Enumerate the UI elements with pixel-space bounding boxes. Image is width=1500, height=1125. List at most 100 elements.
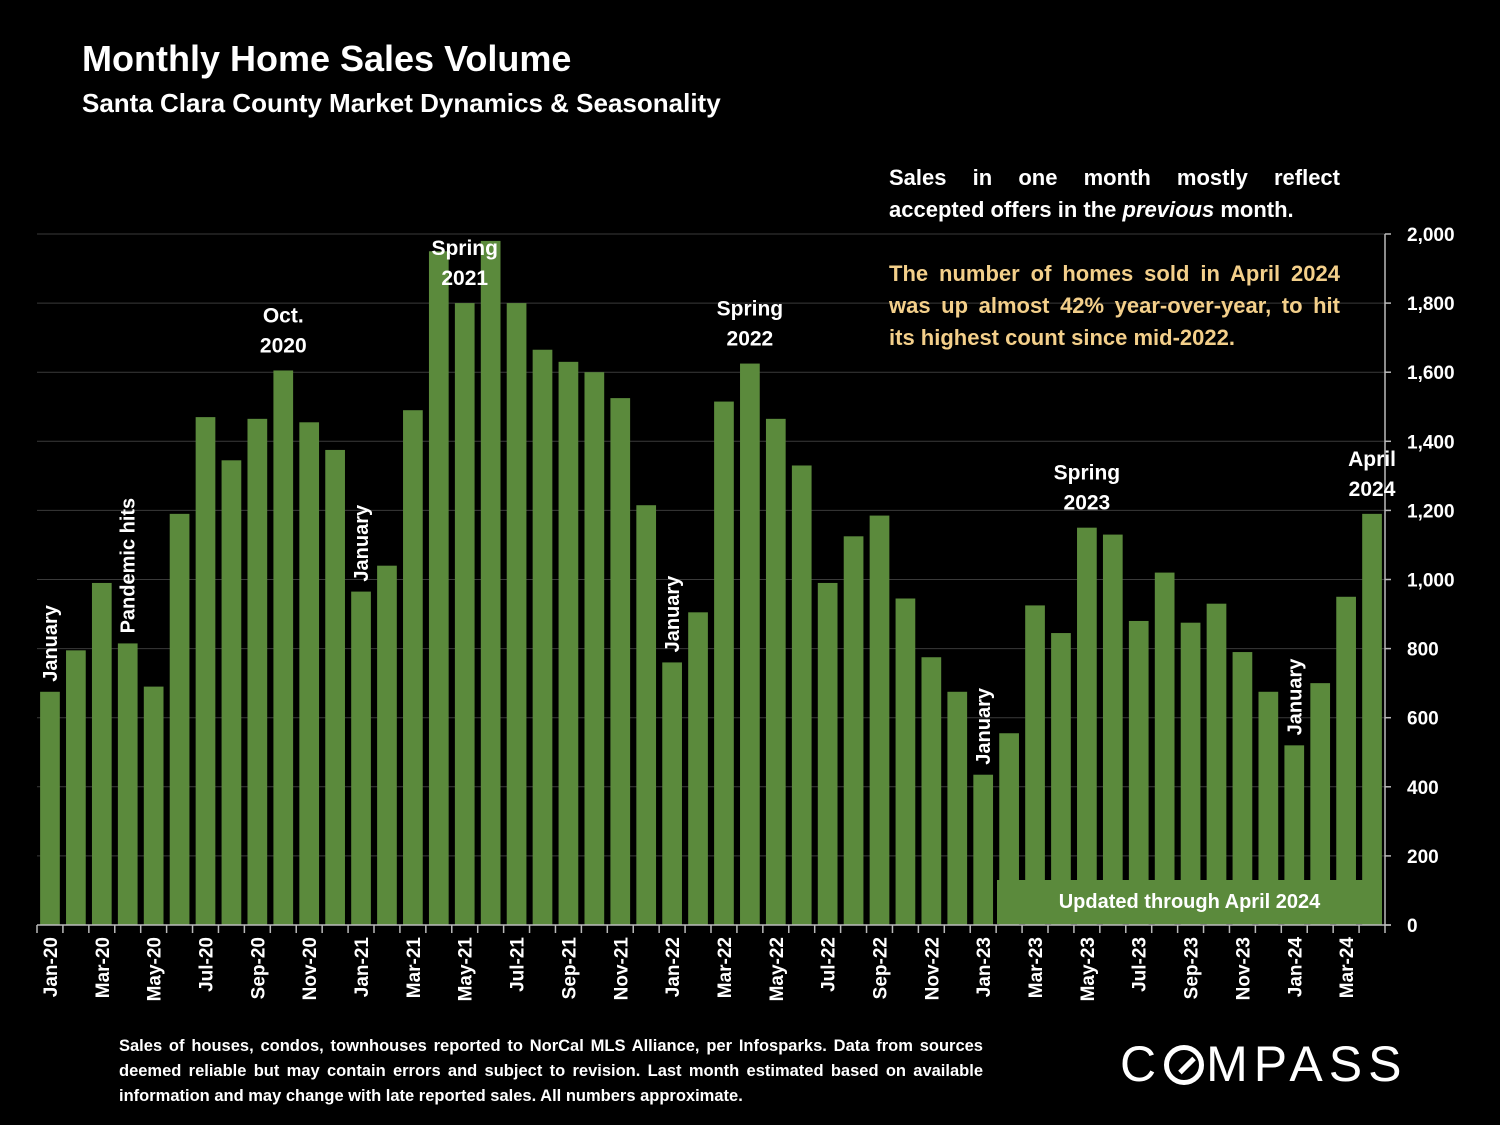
y-tick-label: 2,000 xyxy=(1407,225,1455,246)
y-tick-label: 1,400 xyxy=(1407,432,1455,453)
bar xyxy=(843,536,864,925)
bar xyxy=(506,303,527,926)
chart-subtitle: Santa Clara County Market Dynamics & Sea… xyxy=(82,88,721,118)
x-tick-label: Mar-22 xyxy=(715,937,736,998)
bar xyxy=(1051,633,1071,925)
x-tick-label: Jan-21 xyxy=(352,937,373,998)
y-tick-label: 800 xyxy=(1407,640,1439,661)
x-tick-label: Jul-21 xyxy=(508,937,529,992)
bar xyxy=(532,349,553,925)
y-tick-label: 1,000 xyxy=(1407,571,1455,592)
bar xyxy=(973,774,994,925)
bar xyxy=(895,598,916,925)
annotation-label: Spring xyxy=(717,298,784,321)
x-tick-label: Mar-20 xyxy=(93,937,114,998)
bar xyxy=(247,418,268,925)
annotation-label: April xyxy=(1348,448,1396,471)
bar xyxy=(273,370,294,925)
note1-text-post: month. xyxy=(1214,197,1294,222)
bar xyxy=(869,515,890,925)
x-tick-label: Jul-20 xyxy=(197,937,218,992)
source-footnote: Sales of houses, condos, townhouses repo… xyxy=(119,1037,983,1105)
bar xyxy=(480,240,501,925)
x-tick-label: Nov-23 xyxy=(1233,937,1254,1000)
x-tick-label: Mar-24 xyxy=(1337,937,1358,999)
bar xyxy=(351,591,371,925)
x-tick-label: Jul-22 xyxy=(819,937,840,992)
updated-through-badge: Updated through April 2024 xyxy=(997,880,1382,924)
x-tick-label: Sep-23 xyxy=(1182,937,1203,999)
x-tick-label: Mar-21 xyxy=(404,937,425,999)
x-tick-label: Jan-24 xyxy=(1285,937,1306,998)
bar xyxy=(791,465,812,925)
bar xyxy=(765,418,786,925)
annotation-label: 2020 xyxy=(260,334,307,357)
bar xyxy=(325,449,345,925)
y-axis-tick-labels: 0 200 400 600 800 1,000 1,200 1,400 1,600 1,800 2,… xyxy=(1407,225,1455,937)
bar xyxy=(1180,622,1201,925)
x-tick-label: Jan-20 xyxy=(41,937,62,997)
y-tick-label: 1,600 xyxy=(1407,363,1455,384)
bar xyxy=(1310,683,1331,925)
x-tick-label: Nov-20 xyxy=(300,937,321,1000)
bar xyxy=(1077,527,1097,925)
bar xyxy=(66,650,86,925)
annotation-label: January xyxy=(40,604,62,682)
x-axis-tick-labels: Jan-20 Mar-20 May-20 Jul-20 Sep-20 Nov-20 Jan-… xyxy=(41,937,1358,1002)
chart-annotations: January Pandemic hits Oct. 2020 January Sprin… xyxy=(40,237,1396,765)
bar xyxy=(610,398,631,925)
axes xyxy=(36,233,1391,933)
bar xyxy=(403,410,423,926)
bar xyxy=(454,303,475,926)
y-tick-label: 400 xyxy=(1407,778,1439,799)
x-tick-label: May-22 xyxy=(767,937,788,1001)
bar xyxy=(91,582,112,925)
bar xyxy=(1025,605,1045,925)
x-tick-label: Nov-22 xyxy=(922,937,943,1000)
x-tick-label: Sep-20 xyxy=(248,937,269,999)
bar xyxy=(195,417,216,925)
bar xyxy=(1154,572,1175,925)
bar xyxy=(1128,620,1149,925)
bar xyxy=(169,513,190,925)
y-tick-label: 1,800 xyxy=(1407,294,1455,315)
bar xyxy=(428,251,449,925)
bar xyxy=(636,505,657,925)
note1-text-pre: Sales in one month mostly reflect accept… xyxy=(889,165,1340,222)
x-tick-label: Jul-23 xyxy=(1130,937,1151,992)
y-tick-label: 600 xyxy=(1407,709,1439,730)
x-tick-label: Sep-22 xyxy=(871,937,892,999)
x-tick-label: May-23 xyxy=(1078,937,1099,1001)
x-tick-label: Sep-21 xyxy=(559,937,580,1000)
annotation-label: Spring xyxy=(431,237,498,260)
annotation-label: 2024 xyxy=(1349,478,1396,501)
bar xyxy=(1336,596,1356,925)
x-tick-label: May-21 xyxy=(456,937,477,1002)
annotation-label: 2021 xyxy=(441,267,488,290)
bar xyxy=(143,686,164,925)
bar xyxy=(662,662,682,925)
bar xyxy=(117,643,138,925)
bar xyxy=(1362,513,1382,925)
bar xyxy=(1232,652,1253,925)
x-tick-label: Jan-23 xyxy=(974,937,995,997)
x-tick-label: Jan-22 xyxy=(663,937,684,997)
y-tick-label: 200 xyxy=(1407,847,1439,868)
bar xyxy=(714,401,734,925)
logo-compass-o-icon xyxy=(1164,1045,1205,1085)
annotation-label: Pandemic hits xyxy=(118,498,140,634)
bar xyxy=(1258,691,1279,925)
bar xyxy=(584,372,605,925)
annotation-label: Spring xyxy=(1054,462,1121,485)
logo-text-start: C xyxy=(1120,1036,1163,1092)
bar-series xyxy=(40,240,1382,926)
chart-title: Monthly Home Sales Volume xyxy=(82,38,572,79)
annotation-label: January xyxy=(662,575,684,653)
bar xyxy=(558,361,579,926)
x-tick-label: Nov-21 xyxy=(611,937,632,1001)
note-previous-month: Sales in one month mostly reflect accept… xyxy=(889,162,1340,226)
bar xyxy=(1102,534,1123,925)
note1-text-emphasis: previous xyxy=(1122,197,1215,222)
x-tick-label: May-20 xyxy=(145,937,166,1001)
